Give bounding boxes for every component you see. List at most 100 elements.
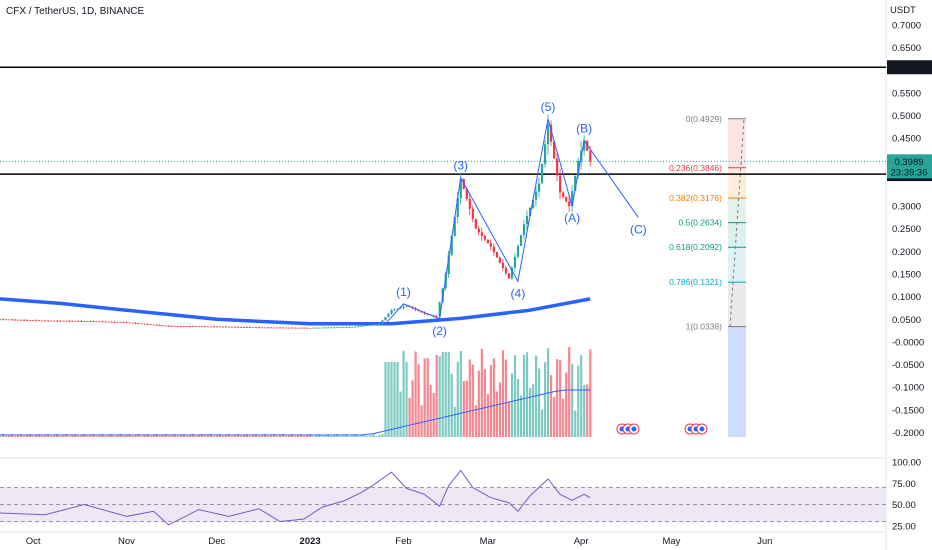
- candle-body: [194, 326, 197, 328]
- volume-bar: [550, 375, 553, 437]
- candle-body: [110, 321, 113, 323]
- fib-level-label: 1(0.0338): [686, 322, 723, 332]
- candle-body: [203, 326, 206, 328]
- candle-body: [402, 306, 405, 308]
- volume-bar: [285, 436, 288, 437]
- time-axis-label: Dec: [208, 536, 225, 547]
- candle-body: [179, 326, 182, 327]
- candle-body: [131, 322, 134, 324]
- candle-body: [486, 239, 489, 244]
- fib-band: [728, 222, 746, 248]
- volume-bar: [411, 380, 414, 437]
- candle-body: [74, 320, 77, 322]
- candle-body: [276, 327, 279, 329]
- candle-body: [495, 252, 499, 258]
- candle-body: [477, 228, 480, 233]
- candle-body: [312, 327, 315, 329]
- volume-bar: [35, 435, 38, 437]
- volume-bar: [140, 436, 143, 437]
- volume-bar: [77, 436, 80, 437]
- candle-body: [206, 326, 209, 328]
- fib-trend-line: [729, 118, 745, 327]
- volume-bar: [501, 350, 505, 437]
- price-axis-level-label: 0.6067: [894, 63, 923, 74]
- volume-bar: [14, 436, 17, 437]
- volume-bar: [279, 435, 282, 437]
- candle-body: [143, 323, 146, 325]
- candle-body: [215, 326, 218, 328]
- volume-bar: [32, 436, 35, 437]
- volume-bar: [239, 436, 243, 437]
- rsi-axis-tick: 50.00: [892, 500, 916, 511]
- candle-body: [113, 321, 116, 323]
- fib-level-label: 0.382(0.3176): [669, 193, 722, 203]
- volume-bar: [248, 436, 252, 437]
- volume-bar: [221, 436, 225, 437]
- time-axis-label: May: [662, 536, 680, 547]
- volume-bar: [474, 405, 477, 437]
- volume-bar: [571, 363, 574, 437]
- candle-body: [197, 326, 200, 328]
- volume-bar: [568, 347, 571, 437]
- candle-body: [453, 216, 456, 236]
- volume-bar: [194, 436, 197, 437]
- candle-body: [574, 175, 577, 192]
- candle-body: [303, 327, 306, 329]
- volume-bar: [378, 435, 381, 437]
- volume-bar: [438, 356, 441, 437]
- time-axis-label: Feb: [395, 536, 411, 547]
- volume-ma-line: [0, 389, 591, 436]
- candle-body: [465, 188, 468, 199]
- candle-body: [248, 327, 252, 328]
- symbol-title: CFX / TetherUS, 1D, BINANCE: [6, 6, 145, 17]
- volume-bar: [513, 355, 517, 437]
- candle-body: [251, 327, 255, 329]
- candle-body: [390, 310, 393, 314]
- candle-body: [492, 246, 496, 253]
- volume-bar: [402, 350, 405, 437]
- volume-bar: [59, 436, 62, 437]
- fib-level-label: 0.618(0.2092): [669, 242, 722, 252]
- candle-body: [450, 235, 453, 255]
- price-axis-tick: -0.1000: [892, 383, 924, 394]
- volume-bar: [26, 435, 29, 437]
- volume-bar: [504, 359, 508, 437]
- volume-bar: [333, 435, 336, 437]
- candle-body: [233, 326, 237, 328]
- candle-body: [170, 326, 173, 327]
- candle-body: [5, 319, 8, 321]
- candle-body: [468, 198, 471, 209]
- candle-body: [29, 320, 32, 321]
- price-axis-level-tag: [887, 60, 932, 75]
- candle-body: [185, 326, 188, 328]
- candle-body: [266, 327, 270, 329]
- volume-bar: [143, 435, 146, 437]
- candle-body: [330, 327, 333, 329]
- candle-body: [550, 124, 553, 142]
- volume-bar: [348, 436, 351, 437]
- volume-bar: [360, 435, 363, 437]
- candle-body: [14, 319, 17, 321]
- candle-body: [89, 321, 92, 322]
- candle-body: [294, 327, 297, 329]
- candle-body: [375, 324, 378, 325]
- time-axis-label: Apr: [574, 536, 589, 547]
- candle-body: [342, 327, 345, 328]
- candle-body: [44, 320, 47, 322]
- volume-bar: [50, 436, 53, 437]
- price-axis-tick: 0.6500: [892, 43, 921, 54]
- candle-body: [17, 319, 20, 321]
- volume-bar: [41, 436, 44, 437]
- volume-bar: [522, 354, 526, 437]
- volume-bar: [507, 401, 511, 437]
- volume-bar: [167, 436, 170, 437]
- volume-bar: [444, 352, 447, 437]
- time-axis-label: Mar: [480, 536, 496, 547]
- candle-body: [146, 324, 149, 325]
- candle-body: [306, 327, 309, 329]
- volume-bar: [540, 409, 544, 437]
- volume-bar: [441, 352, 444, 437]
- candle-body: [260, 327, 264, 329]
- candle-body: [125, 322, 128, 324]
